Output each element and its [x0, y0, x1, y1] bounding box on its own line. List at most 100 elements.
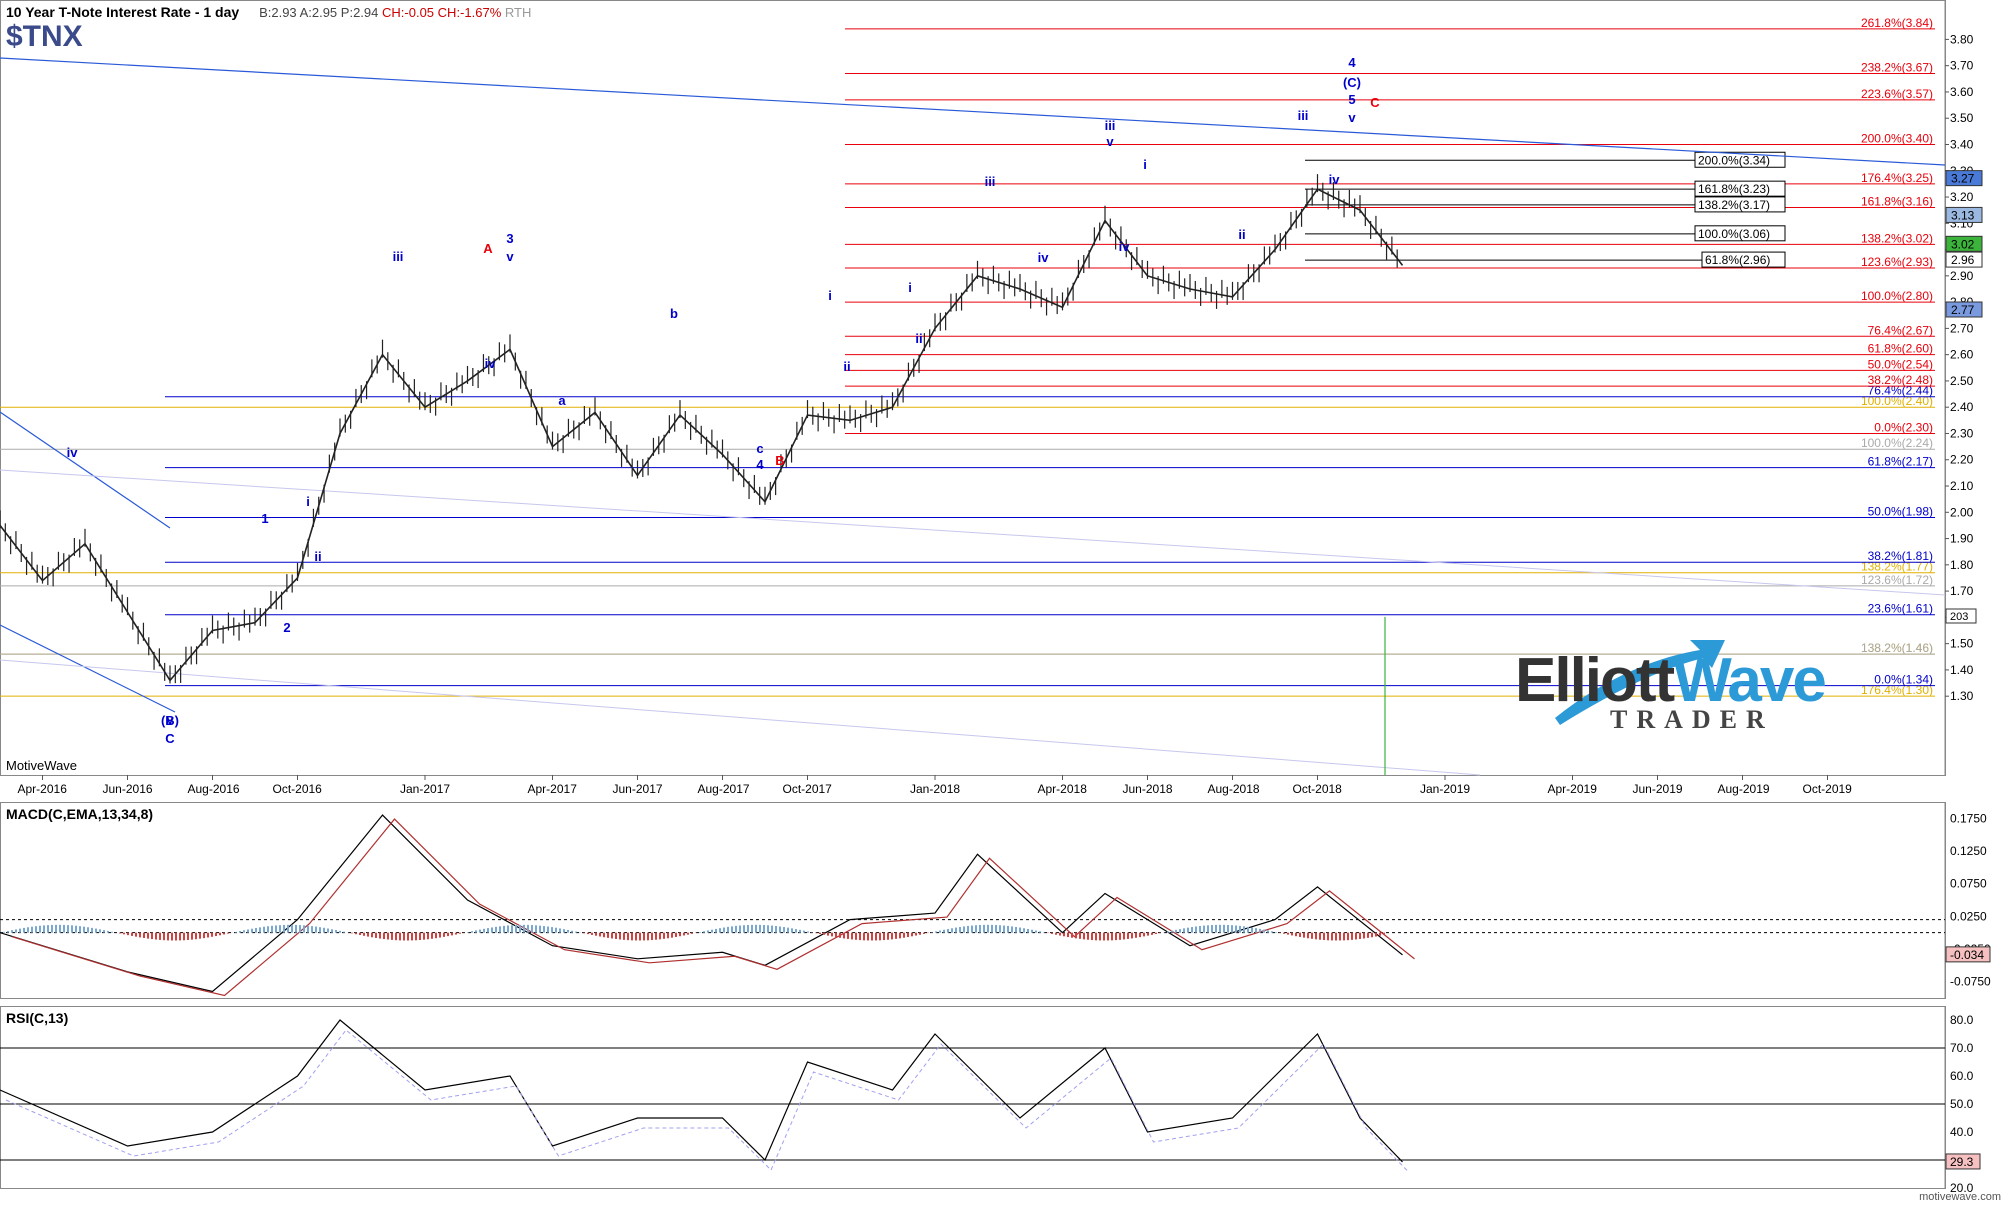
trendline	[0, 57, 1946, 166]
x-tick-label: Jun-2019	[1633, 782, 1683, 796]
x-tick-label: Jun-2016	[103, 782, 153, 796]
wave-label: v	[1348, 110, 1356, 125]
last-value-label: 3.27	[1951, 172, 1975, 186]
fib-red-label: 76.4%(2.67)	[1868, 323, 1933, 337]
x-tick-label: Jan-2017	[400, 782, 450, 796]
wave-label: 1	[261, 511, 268, 526]
fib-red-label: 50.0%(2.54)	[1868, 357, 1933, 371]
macd-last-label: -0.034	[1950, 948, 1984, 962]
macd-y-tick-label: 0.0750	[1950, 877, 1987, 891]
macd-title: MACD(C,EMA,13,34,8)	[6, 806, 154, 822]
wave-label: B	[775, 453, 784, 468]
quote-bid: B:2.93	[259, 5, 297, 20]
macd-signal-line	[11, 818, 1415, 997]
x-tick-label: Aug-2019	[1718, 782, 1770, 796]
quote-ask: A:2.95	[299, 5, 338, 20]
wave-label: ii	[915, 331, 922, 346]
wave-label: ii	[314, 549, 321, 564]
trendline-faint	[0, 659, 1481, 776]
wave-label: C	[165, 731, 175, 746]
symbol: $TNX	[6, 20, 83, 53]
wave-label: iii	[1105, 118, 1116, 133]
fib-black-box	[1694, 151, 1786, 168]
x-tick-label: Apr-2017	[528, 782, 578, 796]
y-tick-label: 1.80	[1950, 558, 1974, 572]
fib-black-label: 200.0%(3.34)	[1698, 153, 1770, 167]
fib-gold-label: 176.4%(1.30)	[1861, 683, 1933, 697]
y-tick-label: 2.30	[1950, 426, 1974, 440]
wave-label: i	[908, 280, 912, 295]
fib-red-label: 100.0%(2.80)	[1861, 289, 1933, 303]
wave-label: v	[166, 712, 174, 727]
y-tick-label: 3.70	[1950, 59, 1974, 73]
rsi-title: RSI(C,13)	[6, 1010, 69, 1026]
y-tick-label: 1.30	[1950, 689, 1974, 703]
elliott-wave-trader-logo: ElliottWave TRADER	[1515, 645, 1835, 735]
fib-black-box	[1694, 196, 1786, 213]
y-tick-label: 1.90	[1950, 532, 1974, 546]
x-tick-label: Oct-2018	[1293, 782, 1343, 796]
wave-label: a	[558, 393, 566, 408]
rsi-last-tag	[1945, 1153, 1981, 1170]
rsi-y-tick-label: 50.0	[1950, 1097, 1974, 1111]
logo-swoosh	[1555, 640, 1725, 725]
fib-blue-label: 76.4%(2.44)	[1868, 384, 1933, 398]
fib-blue-label: 61.8%(2.17)	[1868, 455, 1933, 469]
macd-y-tick-label: 0.1750	[1950, 811, 1987, 825]
logo-line2: TRADER	[1610, 705, 1774, 734]
fib-red-label: 0.0%(2.30)	[1874, 420, 1933, 434]
chart-title: 10 Year T-Note Interest Rate - 1 day	[6, 4, 240, 20]
y-tick-label: 2.00	[1950, 505, 1974, 519]
fib-black-label: 138.2%(3.17)	[1698, 198, 1770, 212]
fib-grey-label: 138.2%(1.46)	[1861, 641, 1933, 655]
y-tick-label: 1.40	[1950, 663, 1974, 677]
rsi-y-tick-label: 60.0	[1950, 1069, 1974, 1083]
wave-label: ii	[843, 359, 850, 374]
trendline	[0, 624, 176, 713]
fib-gold-label: 138.2%(1.77)	[1861, 560, 1933, 574]
y-tick-label: 3.20	[1950, 190, 1974, 204]
fib-black-label: 100.0%(3.06)	[1698, 227, 1770, 241]
wave-label: 4	[1348, 55, 1356, 70]
macd-last-tag	[1945, 946, 1991, 963]
chart-header: 10 Year T-Note Interest Rate - 1 day B:2…	[6, 4, 531, 20]
quote-price: P:2.94	[340, 5, 379, 20]
quote-change: CH:-0.05	[382, 5, 435, 20]
x-tick-label: Oct-2016	[273, 782, 323, 796]
wave-label: A	[483, 241, 493, 256]
fib-gold-label: 100.0%(2.40)	[1861, 394, 1933, 408]
fib-black-box	[1694, 225, 1786, 242]
y-tick-label: 3.60	[1950, 85, 1974, 99]
x-tick-label: Apr-2019	[1548, 782, 1598, 796]
wave-label: i	[306, 494, 310, 509]
fib-blue-label: 23.6%(1.61)	[1868, 602, 1933, 616]
wave-label: c	[756, 441, 763, 456]
fib-grey-label: 123.6%(1.72)	[1861, 573, 1933, 587]
x-tick-label: Apr-2018	[1038, 782, 1088, 796]
last-value-tag	[1945, 206, 1983, 223]
fib-grey-label: 100.0%(2.24)	[1861, 436, 1933, 450]
fib-red-label: 200.0%(3.40)	[1861, 131, 1933, 145]
fib-red-label: 61.8%(2.60)	[1868, 342, 1933, 356]
logo-line1b: Wave	[1673, 646, 1827, 715]
pane-border	[0, 1006, 1946, 1189]
rth-label: RTH	[504, 5, 532, 20]
rsi-last-label: 29.3	[1950, 1155, 1974, 1169]
wave-label: iii	[1298, 108, 1309, 123]
pane-border	[0, 802, 1946, 999]
y-tick-label: 3.40	[1950, 137, 1974, 151]
fib-red-label: 38.2%(2.48)	[1868, 373, 1933, 387]
rsi-y-tick-label: 20.0	[1950, 1181, 1974, 1195]
last-value-label: 3.02	[1951, 237, 1975, 251]
wave-label: v	[506, 249, 514, 264]
last-value-label: 2.96	[1951, 253, 1975, 267]
wave-label: (B)	[161, 713, 179, 728]
rsi-y-tick-label: 80.0	[1950, 1013, 1974, 1027]
y-tick-label: 2.40	[1950, 400, 1974, 414]
wave-label: iii	[985, 174, 996, 189]
wave-label: i	[828, 288, 832, 303]
x-tick-label: Oct-2017	[783, 782, 833, 796]
fib-black-label: 161.8%(3.23)	[1698, 182, 1770, 196]
macd-y-tick-label: 0.1250	[1950, 844, 1987, 858]
fib-red-label: 261.8%(3.84)	[1861, 16, 1933, 30]
